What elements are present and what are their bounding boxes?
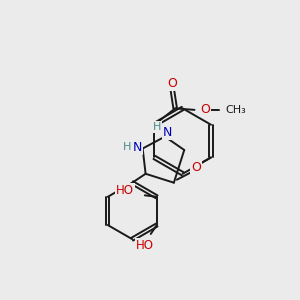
Text: H: H [152, 122, 161, 132]
Text: HO: HO [116, 184, 134, 197]
Text: H: H [123, 142, 131, 152]
Text: O: O [167, 76, 177, 90]
Text: O: O [200, 103, 210, 116]
Text: N: N [163, 126, 172, 139]
Text: HO: HO [136, 239, 154, 252]
Text: CH₃: CH₃ [225, 105, 246, 115]
Text: N: N [133, 140, 142, 154]
Text: O: O [191, 161, 201, 174]
